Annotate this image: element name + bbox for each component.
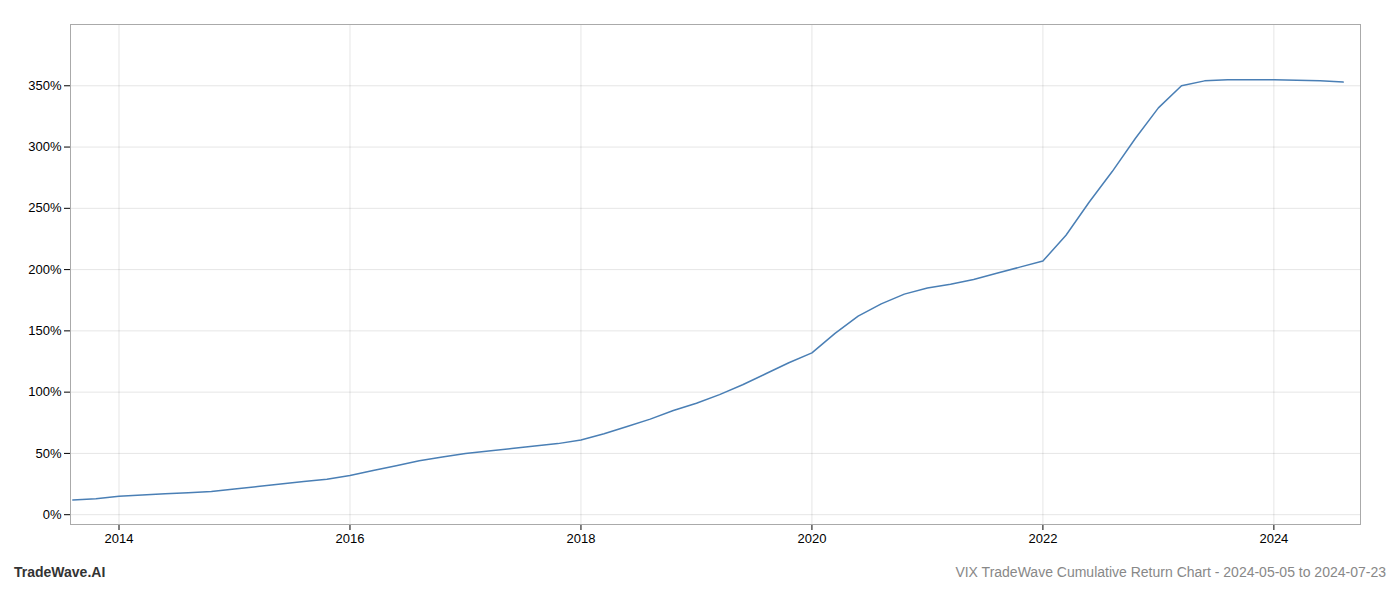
svg-text:2014: 2014 [105, 531, 134, 546]
svg-text:100%: 100% [28, 384, 62, 399]
svg-text:350%: 350% [28, 78, 62, 93]
html-text:TradeWave.AI: TradeWave.AI [14, 564, 106, 580]
svg-text:250%: 250% [28, 200, 62, 215]
html-text:VIX TradeWave Cumulative Retur: VIX TradeWave Cumulative Return Chart - … [955, 564, 1386, 580]
svg-text:200%: 200% [28, 262, 62, 277]
svg-text:300%: 300% [28, 139, 62, 154]
svg-text:150%: 150% [28, 323, 62, 338]
svg-text:2024: 2024 [1259, 531, 1288, 546]
svg-text:2018: 2018 [566, 531, 595, 546]
svg-text:2020: 2020 [797, 531, 826, 546]
svg-text:2016: 2016 [336, 531, 365, 546]
svg-text:50%: 50% [35, 446, 61, 461]
svg-text:0%: 0% [43, 507, 62, 522]
svg-text:2022: 2022 [1028, 531, 1057, 546]
